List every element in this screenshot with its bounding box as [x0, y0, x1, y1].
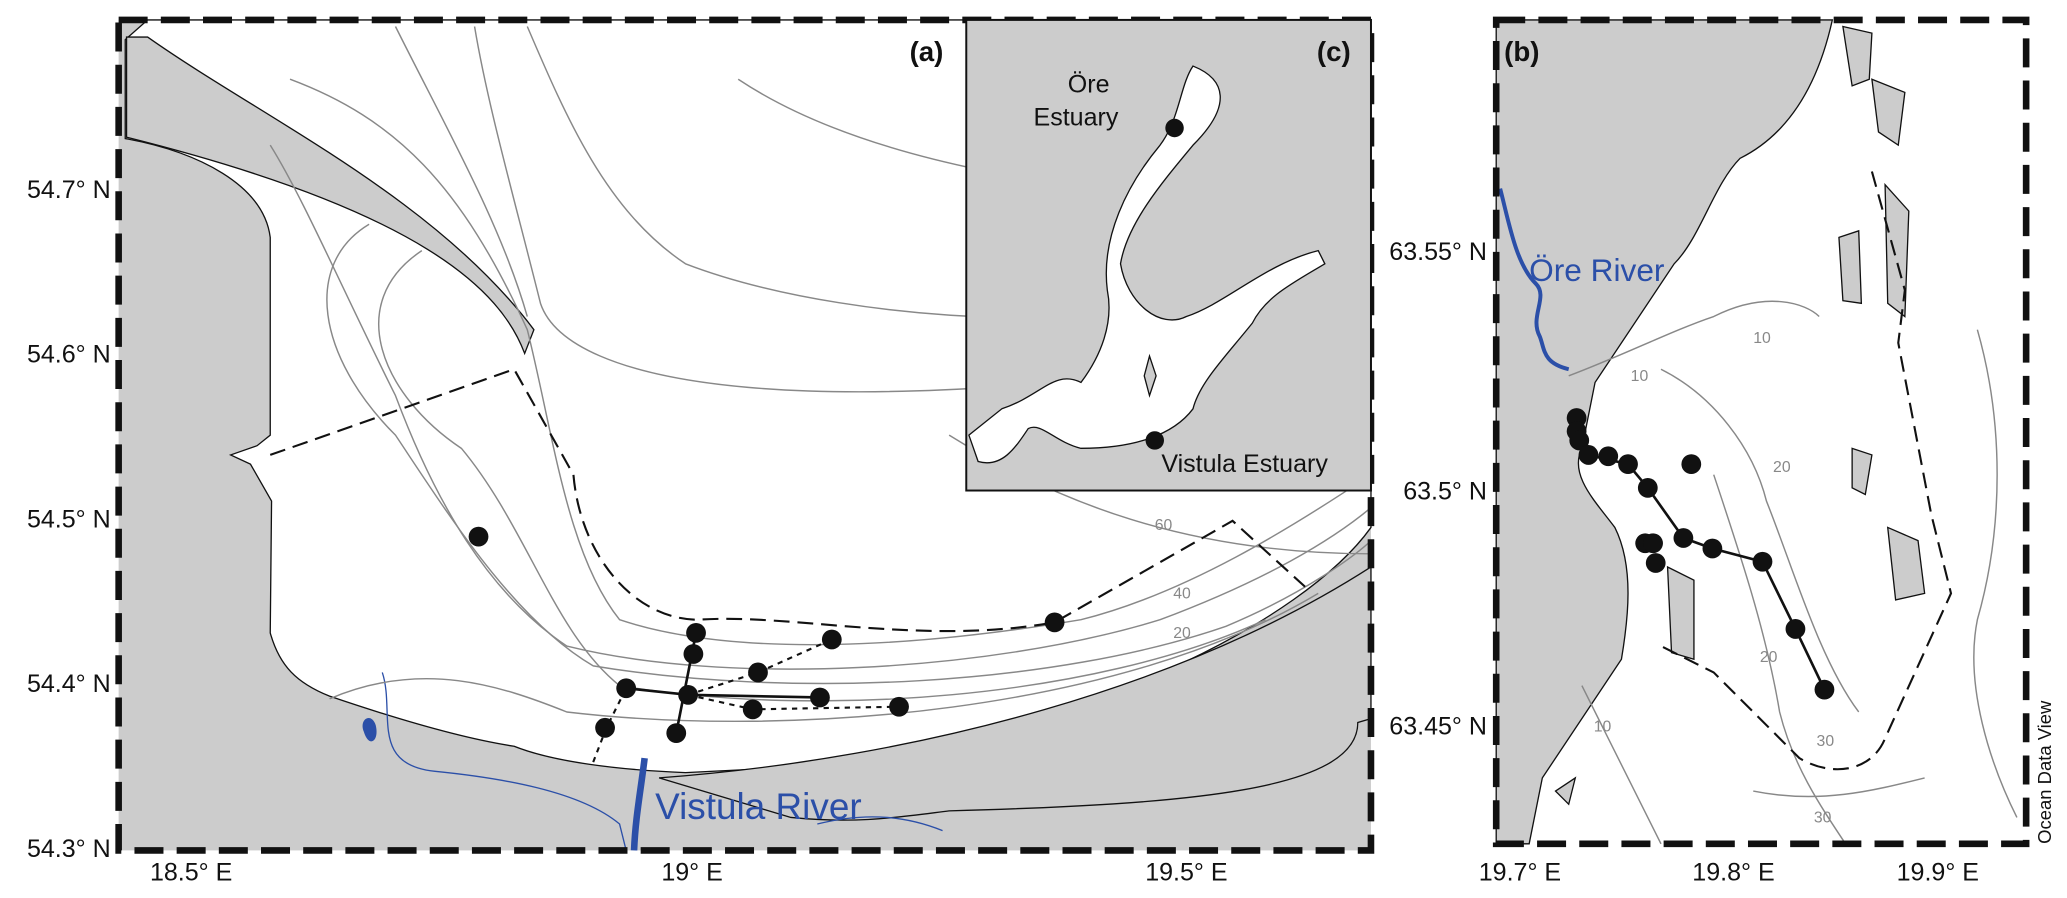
place-label: Öre — [1068, 70, 1110, 98]
station-marker — [889, 696, 909, 717]
station-marker — [748, 662, 768, 683]
contour-label: 40 — [1173, 586, 1191, 603]
panel-label: (c) — [1317, 36, 1351, 67]
y-tick-label: 63.55° N — [1389, 238, 1487, 266]
frame — [1492, 16, 2030, 848]
contour-label: 10 — [1594, 719, 1612, 736]
islands — [1554, 25, 1926, 806]
river-label: Vistula River — [655, 786, 861, 827]
y-tick-label: 63.5° N — [1403, 478, 1487, 506]
station-marker — [1702, 538, 1723, 559]
station-marker — [810, 687, 830, 708]
x-tick-label: 19.7° E — [1479, 859, 1561, 887]
station-marker — [1145, 431, 1165, 450]
station-marker — [1785, 619, 1806, 639]
x-tick-label: 19.8° E — [1692, 859, 1774, 887]
contour-label: 30 — [1817, 733, 1835, 750]
transect-line — [1660, 171, 1953, 771]
station-marker — [686, 623, 706, 643]
station-marker — [678, 684, 699, 705]
y-tick-label: 54.7° N — [27, 176, 111, 204]
place-label: Estuary — [1034, 103, 1119, 131]
land — [1495, 19, 1834, 845]
x-tick-label: 19.9° E — [1897, 859, 1979, 887]
x-tick-label: 19.5° E — [1145, 859, 1227, 887]
contours — [1568, 300, 2018, 845]
station-marker — [1637, 478, 1658, 498]
hel-peninsula — [125, 36, 535, 356]
panel-label: (a) — [910, 36, 944, 67]
y-tick-label: 54.4° N — [27, 670, 111, 698]
y-tick-label: 54.5° N — [27, 505, 111, 533]
station-marker — [616, 678, 637, 699]
station-marker — [821, 629, 842, 650]
panel-c: Öre Estuary Vistula Estuary (c) — [965, 18, 1372, 492]
transect-line — [269, 367, 1306, 633]
station-marker — [1618, 454, 1638, 475]
contour-label: 10 — [1631, 368, 1649, 385]
lake — [362, 717, 377, 742]
stations — [1566, 408, 1835, 700]
vistula-river-line — [630, 757, 648, 851]
vistula-spit — [658, 565, 1372, 821]
panel-b: 10 10 20 10 20 30 30 Öre River (b) — [1492, 16, 2030, 848]
panel-label: (b) — [1504, 36, 1539, 67]
y-tick-label: 63.45° N — [1389, 712, 1487, 740]
station-marker — [1645, 553, 1666, 573]
station-marker — [1165, 118, 1184, 138]
station-marker — [1643, 533, 1663, 554]
ore-river-line — [1498, 188, 1570, 372]
station-marker — [742, 699, 763, 720]
stations — [468, 526, 1065, 743]
station-marker — [1752, 551, 1773, 572]
station-marker — [666, 723, 687, 743]
station-marker — [1814, 679, 1835, 700]
contour-label: 30 — [1814, 810, 1832, 827]
gotland — [1143, 353, 1157, 398]
river-label: Öre River — [1529, 252, 1664, 288]
contour-label: 10 — [1753, 330, 1771, 347]
river-small — [381, 672, 943, 851]
station-marker — [1044, 612, 1065, 633]
credit: Ocean Data View — [2034, 700, 2055, 844]
contour-label: 20 — [1173, 625, 1191, 642]
x-tick-label: 19° E — [661, 859, 723, 887]
contour-label: 20 — [1760, 649, 1778, 666]
station-marker — [1681, 454, 1702, 475]
station-marker — [595, 717, 615, 738]
place-label: Vistula Estuary — [1161, 450, 1328, 478]
y-tick-label: 54.6° N — [27, 341, 111, 369]
station-marker — [1578, 445, 1599, 465]
station-marker — [468, 526, 489, 547]
station-marker — [1673, 528, 1694, 548]
station-marker — [1598, 446, 1619, 467]
station-marker — [683, 644, 704, 664]
contour-label: 60 — [1155, 517, 1173, 534]
y-tick-label: 54.3° N — [27, 835, 111, 863]
contour-label: 20 — [1773, 459, 1791, 476]
x-tick-label: 18.5° E — [150, 859, 232, 887]
station-marker — [1569, 430, 1590, 451]
